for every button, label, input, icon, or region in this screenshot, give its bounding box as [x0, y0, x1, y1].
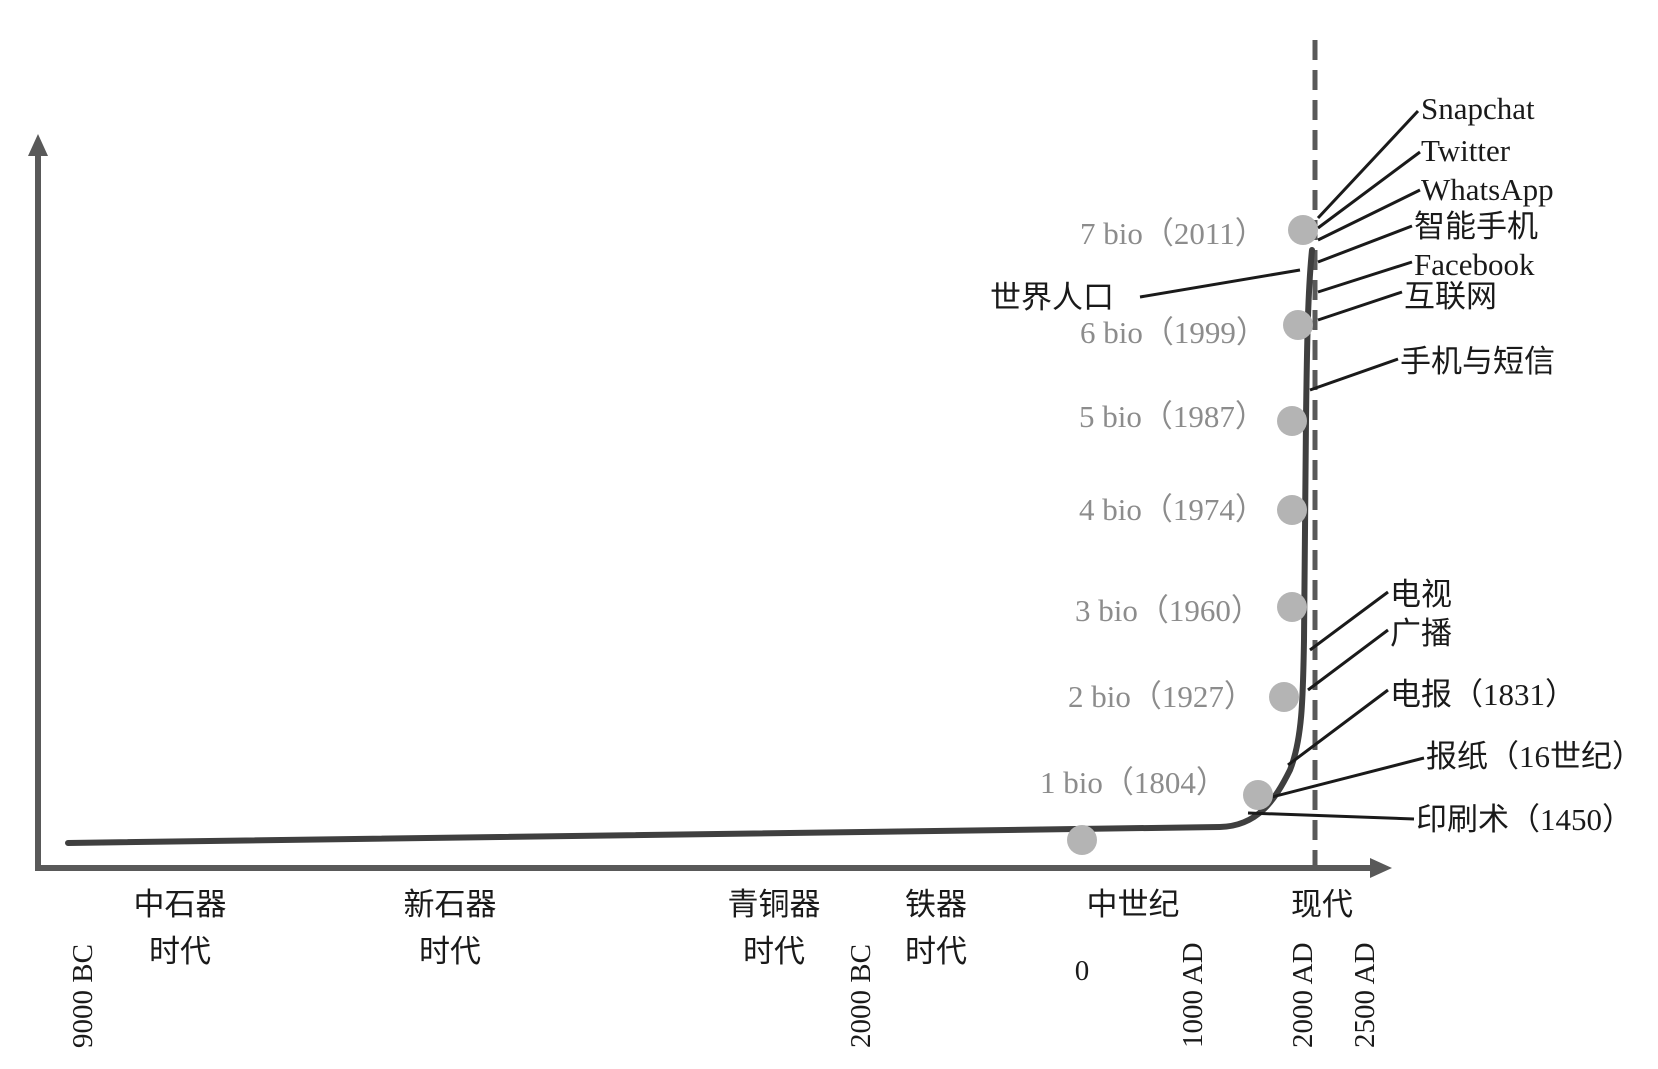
event-leader — [1247, 811, 1415, 821]
event-label-facebook: Facebook — [1414, 247, 1535, 282]
event-label-internet: 互联网 — [1404, 279, 1497, 314]
population-dot-6bio — [1283, 310, 1313, 340]
event-leaders — [1247, 109, 1425, 821]
tick-0: 0 — [1075, 955, 1090, 987]
x-axis-arrow — [1370, 858, 1392, 878]
event-leader — [1317, 188, 1421, 242]
era-mesolithic-line2: 时代 — [149, 934, 211, 969]
event-leader — [1317, 150, 1421, 230]
population-label: 6 bio（1999） — [1080, 315, 1267, 350]
x-axis-tick-labels: 9000 BC 2000 BC 0 1000 AD 2000 AD 2500 A… — [67, 942, 1381, 1048]
curve-label-leader — [1139, 268, 1301, 299]
event-leader — [1307, 628, 1389, 692]
era-neolithic-line2: 时代 — [419, 934, 481, 969]
tick-2500ad: 2500 AD — [1349, 942, 1381, 1048]
era-mesolithic: 中石器 — [134, 887, 227, 922]
era-modern: 现代 — [1291, 887, 1353, 922]
early-population-dot — [1067, 825, 1097, 855]
population-label: 2 bio（1927） — [1068, 679, 1255, 714]
era-bronze-age-line2: 时代 — [743, 934, 805, 969]
era-bronze-age: 青铜器 — [728, 887, 821, 922]
axes — [28, 134, 1392, 878]
population-label: 5 bio（1987） — [1079, 399, 1266, 434]
population-dot-2bio — [1269, 682, 1299, 712]
population-labels: 1 bio（1804） 2 bio（1927） 3 bio（1960） 4 bi… — [1040, 216, 1267, 800]
tick-2000ad: 2000 AD — [1287, 942, 1319, 1048]
event-leader — [1267, 756, 1425, 800]
event-label-whatsapp: WhatsApp — [1421, 172, 1554, 207]
tick-9000bc: 9000 BC — [67, 944, 99, 1048]
population-label: 3 bio（1960） — [1075, 593, 1262, 628]
event-label-telegraph: 电报（1831） — [1390, 677, 1576, 712]
event-leader — [1317, 290, 1403, 322]
era-labels: 中石器 时代 新石器 时代 青铜器 时代 铁器 时代 中世纪 现代 — [134, 887, 1354, 969]
event-label-smartphone: 智能手机 — [1414, 209, 1538, 244]
population-label: 4 bio（1974） — [1079, 492, 1266, 527]
population-label: 1 bio（1804） — [1040, 765, 1227, 800]
event-leader — [1317, 224, 1413, 264]
era-iron-age: 铁器 — [905, 887, 967, 922]
event-leader — [1317, 260, 1413, 294]
era-iron-age-line2: 时代 — [905, 934, 967, 969]
y-axis-arrow — [28, 134, 48, 156]
population-dot-7bio — [1288, 215, 1318, 245]
event-labels: Snapchat Twitter WhatsApp 智能手机 Facebook … — [1390, 91, 1643, 837]
tick-1000ad: 1000 AD — [1177, 942, 1209, 1048]
era-neolithic: 新石器 — [404, 887, 497, 922]
tick-2000bc: 2000 BC — [845, 944, 877, 1048]
population-dot-3bio — [1277, 592, 1307, 622]
event-leader — [1309, 590, 1389, 652]
event-label-mobile-sms: 手机与短信 — [1400, 344, 1555, 379]
event-label-printing: 印刷术（1450） — [1416, 802, 1633, 837]
event-label-tv: 电视 — [1390, 577, 1452, 612]
event-leader — [1309, 357, 1399, 392]
event-label-twitter: Twitter — [1421, 133, 1511, 168]
event-leader — [1316, 109, 1420, 220]
population-dot-1bio — [1243, 780, 1273, 810]
era-middle-ages: 中世纪 — [1087, 887, 1180, 922]
event-leader — [1287, 688, 1389, 767]
event-label-snapchat: Snapchat — [1421, 91, 1535, 126]
population-dots — [1067, 215, 1318, 855]
population-dot-5bio — [1277, 406, 1307, 436]
curve-label: 世界人口 — [990, 280, 1114, 315]
event-label-radio: 广播 — [1390, 616, 1452, 651]
population-label: 7 bio（2011） — [1080, 216, 1266, 251]
population-dot-4bio — [1277, 495, 1307, 525]
event-label-newspaper: 报纸（16世纪） — [1426, 739, 1643, 774]
